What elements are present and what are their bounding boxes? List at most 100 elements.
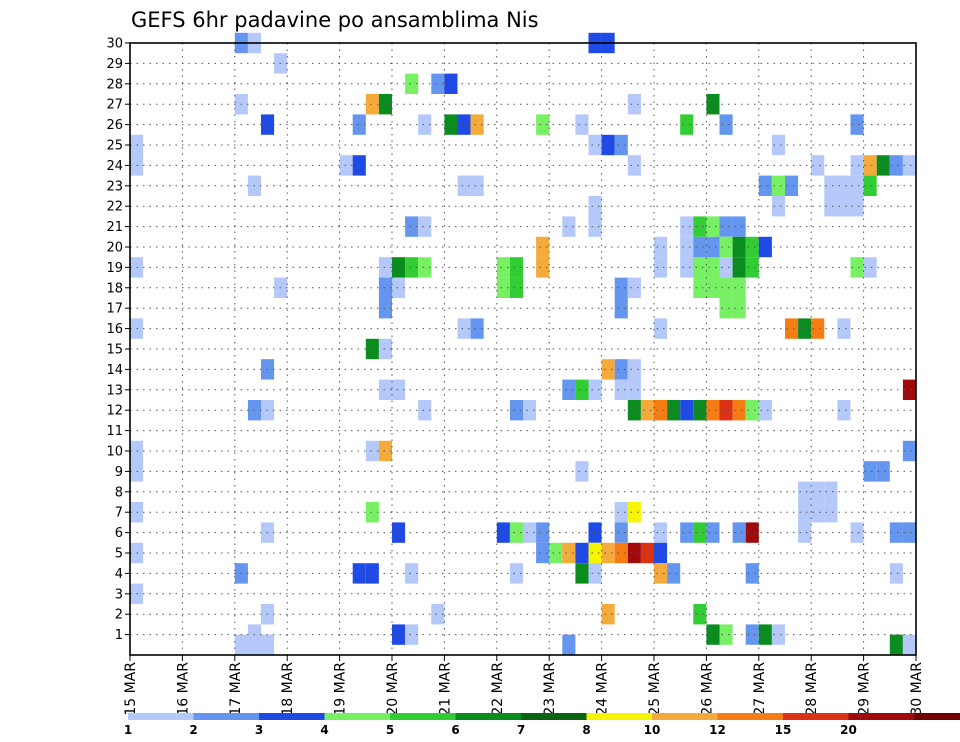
heatmap-cell [392,379,406,400]
heatmap-cell [680,400,694,421]
legend-label: 2 [189,723,197,737]
heatmap-cell [706,400,720,421]
heatmap-cell [378,257,392,278]
legend-swatch [193,713,259,720]
heatmap-cell [902,634,916,655]
y-tick-label: 10 [106,445,123,460]
heatmap-cell [771,175,785,196]
heatmap-cell [863,461,877,482]
heatmap-cell [405,257,419,278]
heatmap-cell [850,196,864,217]
heatmap-cell [693,236,707,258]
x-tick-label: 17 MAR [228,662,244,716]
heatmap-cell [365,94,379,115]
heatmap-cell [706,216,720,237]
heatmap-cell [732,522,746,543]
heatmap-cell [719,298,733,319]
heatmap-cell [627,542,641,564]
heatmap-cell [234,634,248,655]
heatmap-cell [627,277,641,298]
y-tick-label: 7 [115,506,123,521]
heatmap-cell [614,134,628,156]
heatmap-cell [588,216,602,237]
heatmap-cell [745,624,759,645]
heatmap-cell [470,318,484,339]
heatmap-cell [575,461,589,482]
x-tick-label: 23 MAR [542,662,558,716]
x-tick-label: 19 MAR [333,662,349,716]
heatmap-cell [509,277,523,298]
heatmap-cell [850,175,864,196]
heatmap-cell [667,400,681,421]
x-tick-label: 22 MAR [490,662,506,716]
heatmap-cell [444,114,458,135]
heatmap-cell [588,379,602,400]
heatmap-cell [431,73,445,94]
heatmap-cell [745,522,759,543]
heatmap-cell [405,624,419,645]
heatmap-cell [536,542,550,564]
heatmap-cell [889,522,903,543]
heatmap-cell [798,502,812,523]
y-tick-label: 14 [106,363,123,378]
legend-swatch [259,713,325,720]
heatmap-cell [365,502,379,523]
y-tick-label: 22 [106,200,123,215]
legend-swatch [652,713,718,720]
heatmap-cell [536,114,550,135]
heatmap-cell [627,379,641,400]
heatmap-cell [601,604,615,625]
y-tick-label: 4 [115,567,123,582]
heatmap-cell [785,318,799,339]
heatmap-cell [824,502,838,523]
heatmap-cell [562,634,576,655]
y-tick-label: 24 [106,159,123,174]
heatmap-cell [418,257,432,278]
legend-swatch [455,713,521,720]
heatmap-cell [575,563,589,584]
legend-swatch [914,713,960,720]
legend-swatch [783,713,849,720]
heatmap-cell [523,522,537,543]
heatmap-cell [850,155,864,176]
heatmap-cell [902,440,916,462]
heatmap-cell [536,522,550,543]
y-tick-label: 29 [106,57,123,72]
x-axis-ticks: 15 MAR 16 MAR 17 MAR 18 MAR 19 MAR 20 MAR 21 M… [123,655,925,716]
heatmap-cell [837,318,851,339]
heatmap-cell [614,502,628,523]
heatmap-cell [863,155,877,176]
legend-swatch [390,713,456,720]
heatmap-cell [745,563,759,584]
y-tick-label: 15 [106,343,123,358]
heatmap-cell [732,216,746,237]
heatmap-cell [798,522,812,543]
y-tick-label: 11 [106,424,123,439]
legend-label: 8 [582,723,590,737]
x-tick-label: 30 MAR [909,662,925,716]
heatmap-cell [352,114,366,135]
heatmap-cell [365,563,379,584]
heatmap-cell [824,196,838,217]
y-tick-label: 3 [115,587,123,602]
y-tick-label: 5 [115,547,123,562]
heatmap-cell [418,400,432,421]
legend-label: 3 [255,723,263,737]
heatmap-cell [732,257,746,278]
x-tick-label: 21 MAR [437,662,453,716]
heatmap-cell [627,502,641,523]
heatmap-cell [693,400,707,421]
heatmap-cell [771,624,785,645]
heatmap-cell [837,196,851,217]
y-tick-label: 2 [115,608,123,623]
legend-swatch [717,713,783,720]
heatmap-cell [706,257,720,278]
chart-title: GEFS 6hr padavine po ansamblima Nis [131,8,539,32]
heatmap-cell [457,318,471,339]
heatmap-cell [706,522,720,543]
heatmap-cell [378,298,392,319]
legend-swatch [128,713,194,720]
heatmap-cell [785,175,799,196]
heatmap-cell [706,624,720,645]
